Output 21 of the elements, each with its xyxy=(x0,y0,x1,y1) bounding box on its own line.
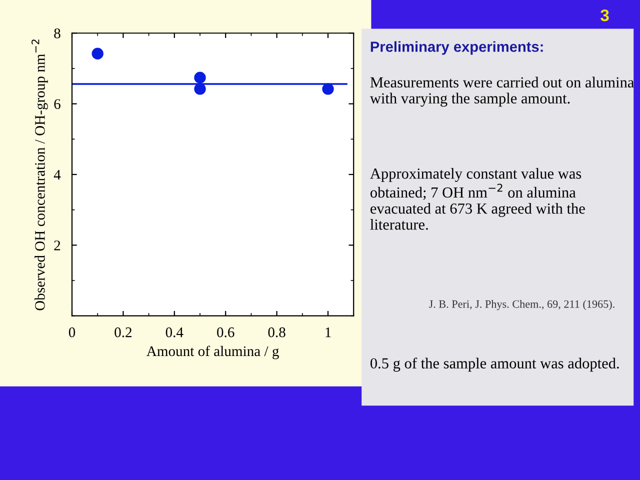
x-tick-label: 0 xyxy=(68,327,76,338)
text: J. B. Peri, J. Phys. Chem., 69, 211 (1965). xyxy=(429,300,614,310)
text: 0.5 g of the sample amount was adopted. xyxy=(370,358,619,372)
text: Approximately constant value was obtained; 7 OH nm$^{−2}$ on alumina evacuated at 673 K agreed with the literature. xyxy=(370,168,585,230)
x-tick-label: 0.6 xyxy=(217,327,234,338)
point xyxy=(322,83,334,95)
text: Preliminary experiments: xyxy=(370,41,543,55)
x-tick-label: 1 xyxy=(326,327,331,338)
y-tick-label: 2 xyxy=(54,240,60,250)
x-tick-label: 0.8 xyxy=(268,327,286,338)
y-axis-title: Observed OH concentration / OH-group nm$^{−2}$ xyxy=(32,40,48,310)
y-tick-label: 4 xyxy=(54,170,61,180)
x-tick-label: 0.4 xyxy=(166,327,184,338)
text: 3 xyxy=(600,9,609,22)
x-tick-label: 0.2 xyxy=(114,327,132,338)
point xyxy=(194,72,206,84)
y-tick-label: 6 xyxy=(54,99,60,110)
point xyxy=(92,48,104,60)
x-axis-title: Amount of alumina / g xyxy=(146,346,279,360)
y-tick-label: 8 xyxy=(54,28,60,38)
point xyxy=(194,83,206,95)
